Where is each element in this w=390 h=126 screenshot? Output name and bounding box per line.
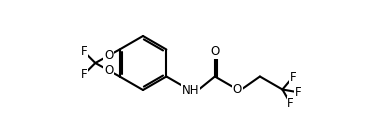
Text: F: F bbox=[81, 68, 87, 81]
Text: NH: NH bbox=[182, 84, 199, 97]
Text: F: F bbox=[287, 97, 294, 110]
Text: F: F bbox=[81, 45, 87, 58]
Text: F: F bbox=[289, 71, 296, 84]
Text: O: O bbox=[233, 83, 242, 96]
Text: O: O bbox=[210, 45, 220, 58]
Text: O: O bbox=[104, 64, 113, 77]
Text: O: O bbox=[104, 49, 113, 62]
Text: F: F bbox=[295, 86, 301, 99]
